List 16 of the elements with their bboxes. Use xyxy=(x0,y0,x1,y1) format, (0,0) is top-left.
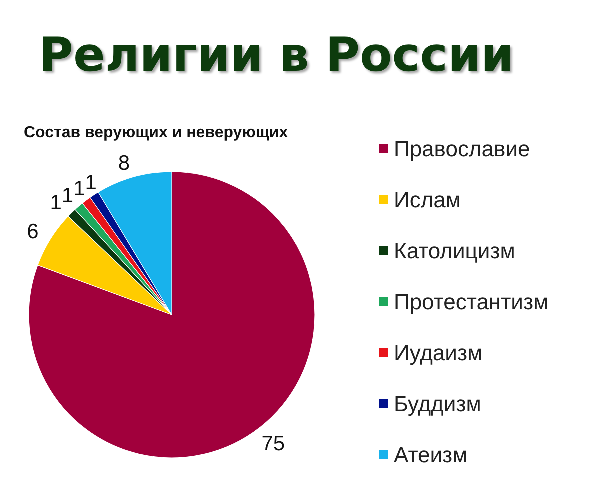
legend-label: Католицизм xyxy=(394,238,516,264)
legend-label: Иудаизм xyxy=(394,340,483,366)
data-label: 1 xyxy=(62,184,74,208)
legend-label: Православие xyxy=(394,136,530,162)
legend-label: Атеизм xyxy=(394,442,468,468)
data-label: 1 xyxy=(74,178,86,201)
legend-label: Буддизм xyxy=(394,392,482,416)
data-label: 1 xyxy=(50,192,62,215)
legend-label: Ислам xyxy=(394,188,462,212)
data-label: 1 xyxy=(85,172,97,195)
data-label: 6 xyxy=(27,220,39,244)
chart-subtitle: Состав верующих и неверующих xyxy=(24,124,288,142)
data-label: 8 xyxy=(118,152,130,176)
data-label: 75 xyxy=(262,432,286,456)
legend-label: Протестантизм xyxy=(394,290,549,314)
chart-title: Религии в России xyxy=(39,28,514,83)
